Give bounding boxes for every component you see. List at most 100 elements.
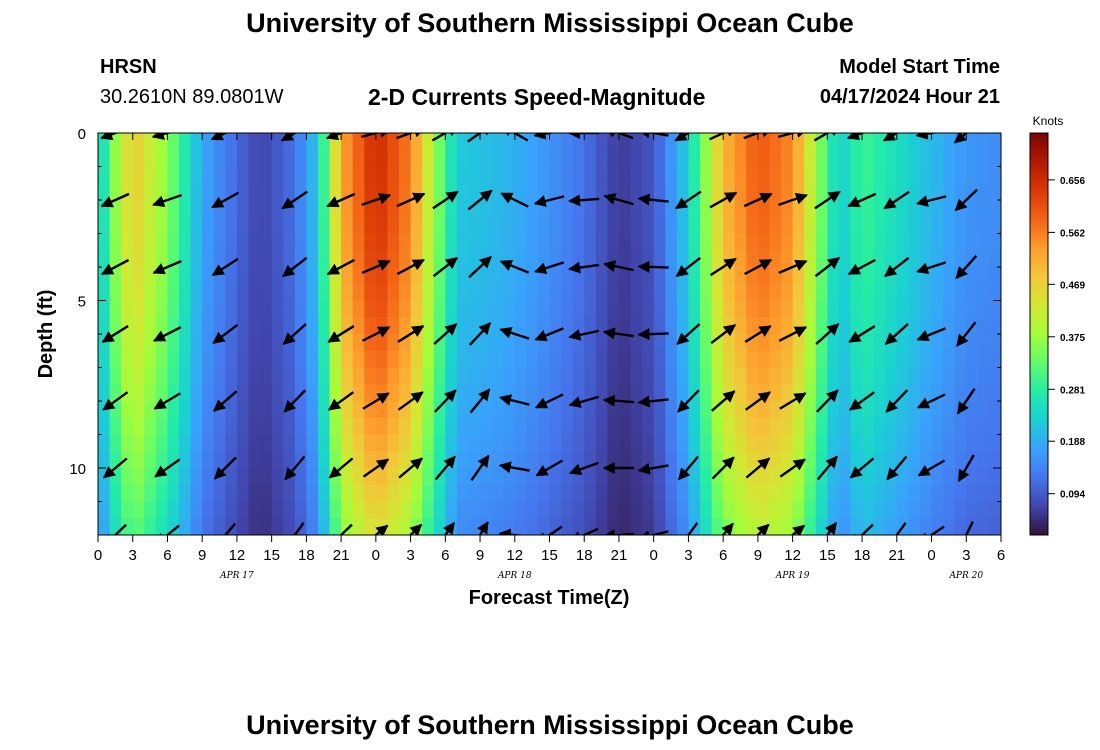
heatmap-cell <box>456 417 470 436</box>
heatmap-cell <box>190 350 203 369</box>
heatmap-cell <box>885 518 898 535</box>
heatmap-cell <box>433 334 446 352</box>
heatmap-cell <box>850 451 863 469</box>
current-vector <box>677 455 699 481</box>
heatmap-cell <box>260 300 273 318</box>
heatmap-cell <box>537 300 551 318</box>
heatmap-cell <box>977 133 991 151</box>
heatmap-cell <box>109 233 122 251</box>
heatmap-cell <box>954 233 967 251</box>
heatmap-cell <box>769 384 782 402</box>
heatmap-cell <box>213 283 226 302</box>
heatmap-cell <box>642 166 655 184</box>
heatmap-cell <box>526 501 539 519</box>
heatmap-cell <box>526 317 539 335</box>
heatmap-cell <box>711 216 724 235</box>
heatmap-cell <box>364 468 377 486</box>
heatmap-cell <box>943 384 956 402</box>
heatmap-cell <box>653 216 666 235</box>
heatmap-cell <box>989 267 1001 285</box>
heatmap-cell <box>642 518 655 535</box>
current-vector <box>779 458 806 478</box>
heatmap-cell <box>317 300 331 318</box>
heatmap-cell <box>98 166 111 184</box>
heatmap-cell <box>155 434 169 452</box>
heatmap-cell <box>792 434 805 452</box>
heatmap-cell <box>769 518 782 535</box>
heatmap-cell <box>700 133 713 151</box>
heatmap-cell <box>618 367 632 385</box>
heatmap-cell <box>468 518 481 535</box>
heatmap-cell <box>954 367 967 385</box>
heatmap-cell <box>248 166 261 184</box>
heatmap-cell <box>456 250 470 268</box>
current-vector <box>916 261 947 275</box>
heatmap-cell <box>491 434 504 452</box>
heatmap-cell <box>618 334 632 352</box>
heatmap-cell <box>850 384 863 402</box>
heatmap-cell <box>873 216 886 235</box>
heatmap-cell <box>896 233 909 251</box>
heatmap-cell <box>98 283 111 302</box>
heatmap-cell <box>862 300 875 318</box>
heatmap-cell <box>595 484 608 503</box>
heatmap-cell <box>260 166 273 184</box>
current-vector <box>328 457 354 479</box>
heatmap-cell <box>179 200 192 218</box>
heatmap-cell <box>584 250 597 268</box>
heatmap-cell <box>132 166 145 184</box>
heatmap-cell <box>665 384 678 402</box>
heatmap-cell <box>769 334 782 352</box>
heatmap-cell <box>352 183 365 201</box>
heatmap-cell <box>746 283 759 302</box>
heatmap-cell <box>167 233 180 251</box>
heatmap-cell <box>977 317 991 335</box>
heatmap-cell <box>317 484 331 503</box>
heatmap-cell <box>445 267 458 285</box>
heatmap-cell <box>468 484 481 503</box>
heatmap-cell <box>236 417 250 436</box>
heatmap-cell <box>723 200 736 218</box>
heatmap-cell <box>225 484 238 503</box>
heatmap-cell <box>387 149 400 168</box>
heatmap-cell <box>885 317 898 335</box>
heatmap-cell <box>688 183 701 201</box>
heatmap-cell <box>723 501 736 519</box>
heatmap-cell <box>595 233 608 251</box>
heatmap-cell <box>549 149 562 168</box>
heatmap-cell <box>549 166 562 184</box>
heatmap-cell <box>144 233 157 251</box>
heatmap-cell <box>642 434 655 452</box>
heatmap-cell <box>838 283 852 302</box>
heatmap-cell <box>294 367 307 385</box>
heatmap-cell <box>213 233 226 251</box>
heatmap-cell <box>595 267 608 285</box>
heatmap-cell <box>167 501 180 519</box>
heatmap-cell <box>433 233 446 251</box>
heatmap-cell <box>468 216 481 235</box>
y-tick-label: 10 <box>69 461 86 478</box>
heatmap-cell <box>468 267 481 285</box>
heatmap-cell <box>630 300 643 318</box>
heatmap-cell <box>121 267 134 285</box>
heatmap-cell <box>561 133 574 151</box>
heatmap-cell <box>190 518 203 535</box>
heatmap-cell <box>954 451 967 469</box>
heatmap-cell <box>746 233 759 251</box>
heatmap-cell <box>468 384 481 402</box>
heatmap-cell <box>977 384 991 402</box>
heatmap-cell <box>236 216 250 235</box>
heatmap-cell <box>480 283 493 302</box>
current-vector <box>498 461 530 474</box>
heatmap-cell <box>433 451 446 469</box>
heatmap-cell <box>908 149 921 168</box>
heatmap-cell <box>248 216 261 235</box>
heatmap-cell <box>850 518 863 535</box>
heatmap-cell <box>873 267 886 285</box>
heatmap-cell <box>155 367 169 385</box>
heatmap-cell <box>977 250 991 268</box>
heatmap-cell <box>885 283 898 302</box>
heatmap-cell <box>514 501 527 519</box>
heatmap-cell <box>549 367 562 385</box>
